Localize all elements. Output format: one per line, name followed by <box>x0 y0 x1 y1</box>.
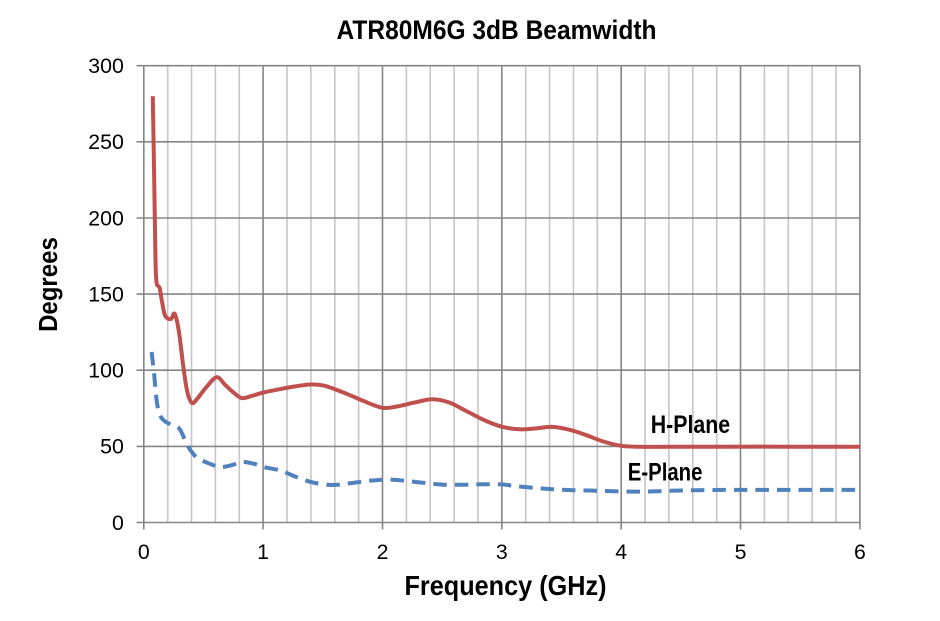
svg-text:ATR80M6G 3dB Beamwidth: ATR80M6G 3dB Beamwidth <box>337 15 657 45</box>
svg-text:300: 300 <box>88 54 124 78</box>
svg-text:200: 200 <box>88 206 124 230</box>
svg-text:100: 100 <box>88 359 124 383</box>
svg-text:H-Plane: H-Plane <box>651 411 731 439</box>
svg-text:50: 50 <box>100 435 124 459</box>
svg-text:5: 5 <box>735 540 747 564</box>
svg-text:6: 6 <box>854 540 866 564</box>
svg-text:E-Plane: E-Plane <box>628 458 703 486</box>
svg-text:Frequency (GHz): Frequency (GHz) <box>405 570 607 601</box>
svg-text:1: 1 <box>257 540 269 564</box>
svg-text:250: 250 <box>88 130 124 154</box>
svg-text:Degrees: Degrees <box>35 237 63 332</box>
svg-text:0: 0 <box>112 511 124 535</box>
svg-text:150: 150 <box>88 282 124 306</box>
svg-text:3: 3 <box>496 540 508 564</box>
svg-text:0: 0 <box>138 540 150 564</box>
svg-text:4: 4 <box>615 540 627 564</box>
svg-text:2: 2 <box>377 540 389 564</box>
